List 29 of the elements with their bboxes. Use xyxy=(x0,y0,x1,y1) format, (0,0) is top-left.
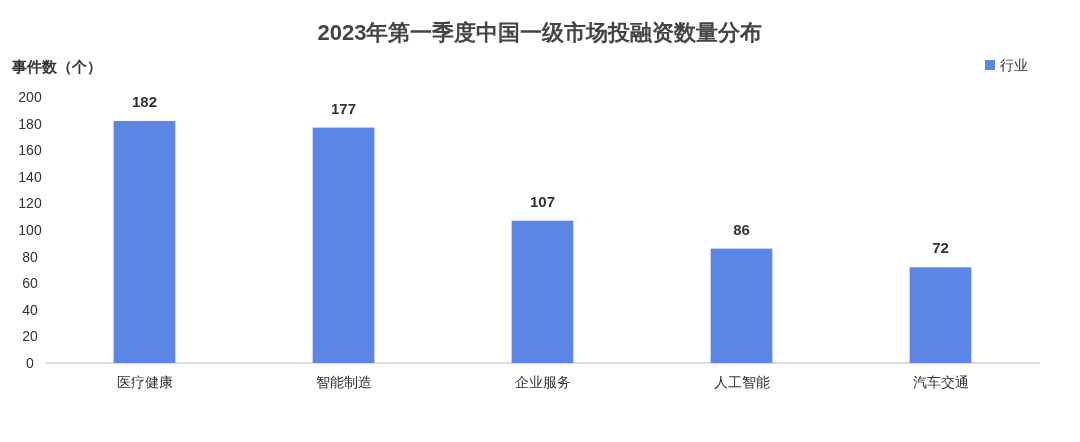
legend-label: 行业 xyxy=(1000,57,1028,73)
y-tick-label: 0 xyxy=(26,355,35,371)
y-axis-title: 事件数（个） xyxy=(11,58,102,75)
y-tick-label: 80 xyxy=(22,248,38,265)
x-tick-label: 企业服务 xyxy=(514,374,571,390)
x-tick-label: 汽车交通 xyxy=(912,374,969,390)
y-tick-label: 60 xyxy=(22,275,38,292)
x-tick-label: 智能制造 xyxy=(315,374,372,390)
bar xyxy=(710,248,773,363)
y-tick-label: 20 xyxy=(22,328,38,345)
chart-title: 2023年第一季度中国一级市场投融资数量分布 xyxy=(317,20,763,45)
bar xyxy=(113,120,176,363)
x-tick-label: 医疗健康 xyxy=(116,374,173,390)
y-tick-label: 200 xyxy=(18,89,42,105)
x-tick-label: 人工智能 xyxy=(713,374,770,390)
y-tick-label: 120 xyxy=(18,195,42,212)
y-tick-label: 140 xyxy=(18,168,42,185)
data-label: 86 xyxy=(733,220,750,238)
data-label: 177 xyxy=(330,99,357,117)
data-label: 182 xyxy=(131,92,158,110)
data-label: 107 xyxy=(529,192,556,210)
y-tick-label: 40 xyxy=(22,301,38,318)
bar xyxy=(511,220,574,363)
bar xyxy=(909,267,972,363)
y-tick-label: 180 xyxy=(18,115,42,132)
data-label: 72 xyxy=(932,239,949,257)
y-tick-label: 100 xyxy=(18,222,42,238)
y-tick-label: 160 xyxy=(18,142,42,159)
bar xyxy=(312,127,375,363)
